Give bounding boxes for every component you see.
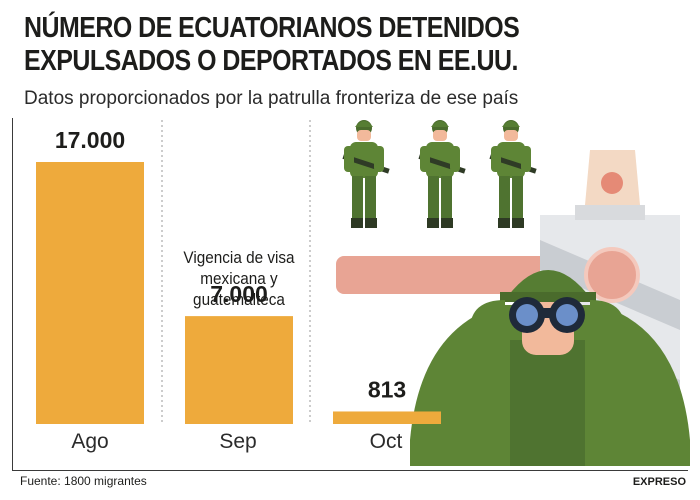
sep-annotation: Vigencia de visa mexicana y guatemalteca (183, 248, 295, 309)
soldier-binoculars-icon (410, 270, 690, 466)
bar-ago (36, 162, 144, 424)
warning-light-icon (575, 150, 645, 220)
data-label-ago: 17.000 (55, 127, 125, 153)
page-title-line-2: EXPULSADOS O DEPORTADOS EN EE.UU. (24, 45, 518, 77)
frame-left-border (12, 118, 13, 470)
data-label-oct: 813 (368, 376, 406, 402)
brand-logo: EXPRESO (632, 476, 686, 488)
bar-sep (185, 316, 293, 424)
category-label-sep: Sep (219, 430, 256, 453)
data-label-sep: 7.000 (210, 281, 268, 307)
page-subtitle: Datos proporcionados por la patrulla fro… (24, 88, 519, 109)
source-note: Fuente: 1800 migrantes (20, 474, 147, 488)
frame-bottom-border (12, 470, 688, 471)
bar-oct (333, 411, 441, 424)
category-label-oct: Oct (370, 430, 403, 453)
page-title-line-1: NÚMERO DE ECUATORIANOS DETENIDOS (24, 12, 520, 44)
category-label-ago: Ago (71, 430, 108, 453)
